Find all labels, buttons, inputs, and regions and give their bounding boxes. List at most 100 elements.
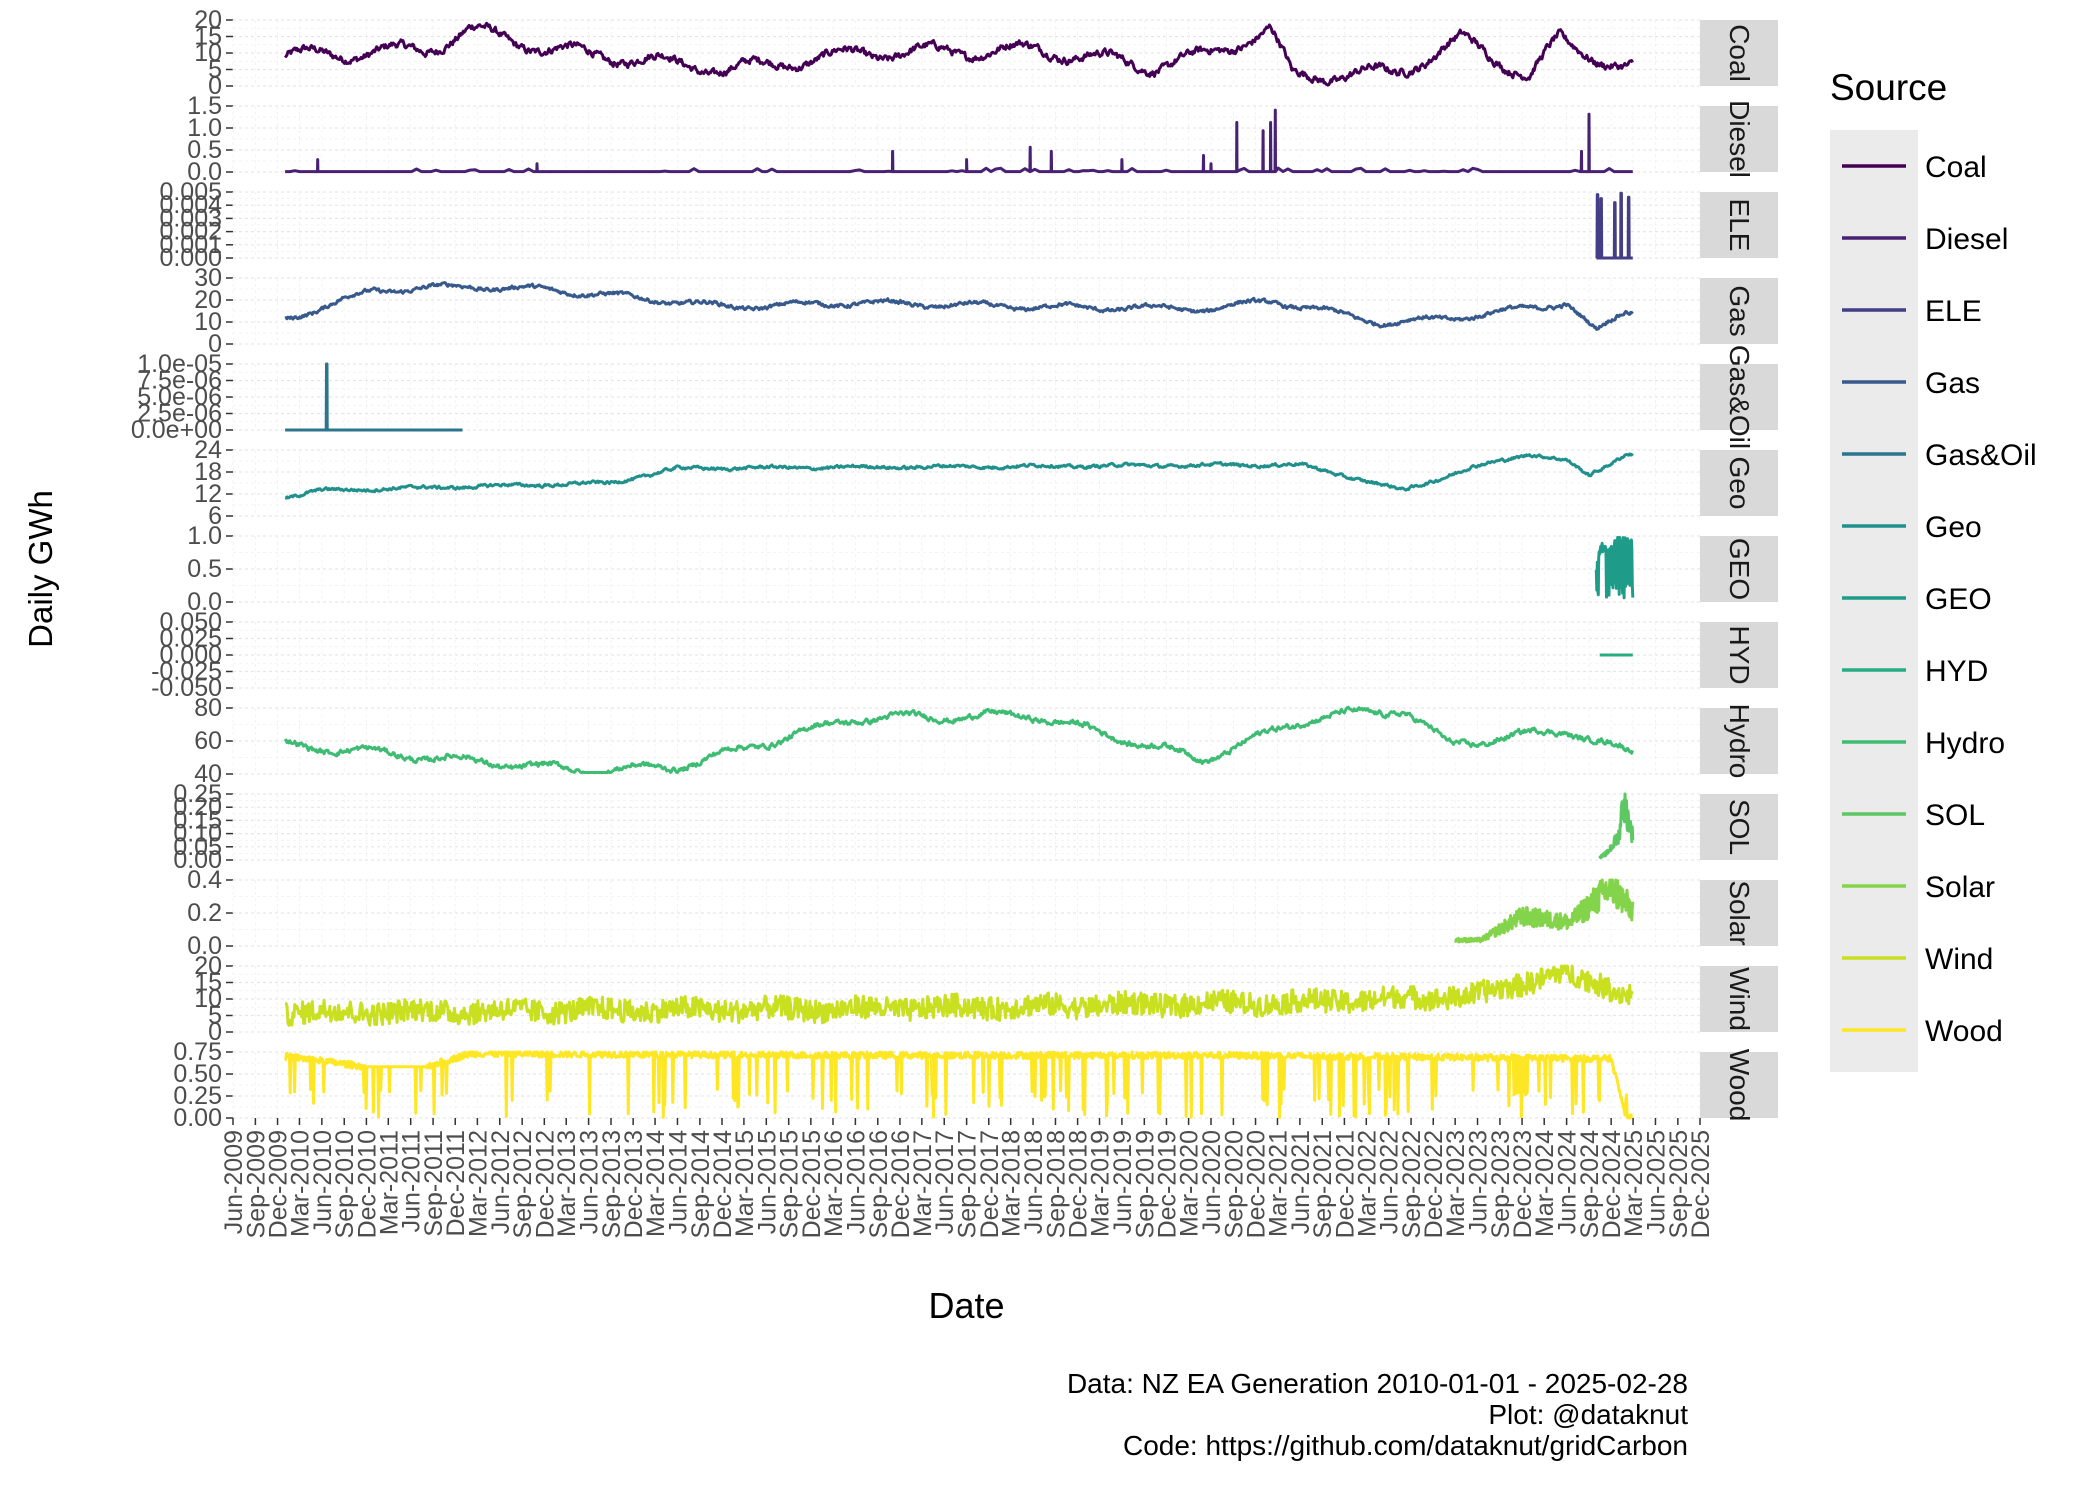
facet-strip	[1700, 708, 1778, 774]
x-tick-label: Sep-2011	[420, 1130, 448, 1237]
facet-strip	[1700, 364, 1778, 430]
y-tick-label: 24	[194, 436, 222, 464]
y-tick-label: 0.0e+00	[131, 416, 222, 444]
y-axis-title: Daily GWh	[22, 490, 59, 648]
series-line-gas	[284, 281, 1634, 331]
y-tick-label: 0.000	[159, 641, 222, 669]
facet-strip-label: Coal	[1724, 24, 1755, 82]
y-tick-label: 20	[194, 6, 222, 34]
x-tick-label: Sep-2010	[331, 1130, 359, 1238]
legend-title: Source	[1830, 67, 1947, 108]
x-tick-label: Mar-2022	[1353, 1130, 1381, 1237]
x-tick-label: Sep-2024	[1576, 1130, 1604, 1239]
facet-strip	[1700, 20, 1778, 86]
facet-strip	[1700, 450, 1778, 516]
facet-strip	[1700, 192, 1778, 258]
y-tick-label: 0.4	[187, 866, 222, 894]
x-tick-label: Sep-2020	[1220, 1130, 1248, 1238]
x-tick-label: Dec-2013	[620, 1130, 648, 1238]
series-line-wind	[284, 964, 1634, 1027]
y-tick-label: 0.005	[159, 178, 222, 206]
y-tick-label: 0.00	[173, 1104, 222, 1132]
panel-wood: 0.000.250.500.75 Wood	[173, 1038, 1778, 1132]
y-tick-label: 18	[194, 458, 222, 486]
x-tick-label: Mar-2016	[820, 1130, 848, 1237]
facet-strip-label: Hydro	[1724, 704, 1755, 779]
facet-strip-label: SOL	[1724, 799, 1755, 855]
legend-label: Gas	[1925, 367, 1980, 400]
y-tick-label: 0.0	[187, 588, 222, 616]
x-tick-label: Jun-2013	[576, 1130, 604, 1234]
y-tick-label: 5.0e-06	[137, 383, 222, 411]
x-tick-label: Dec-2012	[531, 1130, 559, 1238]
y-tick-label: 1.0e-05	[137, 350, 222, 378]
facet-strip-label: Wood	[1724, 1049, 1755, 1122]
series-line-diesel	[285, 108, 1633, 174]
x-tick-label: Jun-2009	[220, 1130, 248, 1234]
x-tick-label: Dec-2015	[798, 1130, 826, 1238]
y-tick-label: 60	[194, 727, 222, 755]
facet-strip	[1700, 622, 1778, 688]
y-tick-label: 2.5e-06	[137, 400, 222, 428]
legend-label: Wind	[1925, 943, 1993, 976]
facet-strip-label: Geo	[1724, 457, 1755, 510]
x-tick-label: Sep-2025	[1665, 1130, 1693, 1238]
y-tick-label: 1.0	[187, 522, 222, 550]
y-tick-label: 15	[194, 23, 222, 51]
x-tick-label: Jun-2018	[1020, 1130, 1048, 1234]
panel-sol: 0.000.050.100.150.200.25 SOL	[173, 780, 1778, 874]
legend: Source Coal Diesel ELE Gas Gas&Oil Geo GEO HYD H…	[1830, 67, 2037, 1072]
x-axis-title: Date	[928, 1285, 1004, 1326]
y-tick-label: 0	[208, 1018, 222, 1046]
x-tick-label: Dec-2017	[976, 1130, 1004, 1238]
series-line-geo	[284, 452, 1634, 500]
y-tick-label: 0.25	[173, 780, 222, 808]
x-tick-label: Jun-2014	[664, 1130, 692, 1234]
y-tick-label: 0.003	[159, 204, 222, 232]
x-tick-label: Sep-2015	[776, 1130, 804, 1238]
panel-gas-oil: 0.0e+002.5e-065.0e-067.5e-061.0e-05 Gas&O…	[131, 345, 1778, 449]
series-line-ele	[1595, 191, 1633, 260]
y-tick-label: 10	[194, 985, 222, 1013]
series-line-sol	[1598, 792, 1635, 860]
facet-strip	[1700, 880, 1778, 946]
x-tick-label: Jun-2023	[1465, 1130, 1493, 1234]
facet-strip-label: HYD	[1724, 625, 1755, 684]
y-tick-label: 7.5e-06	[137, 367, 222, 395]
x-tick-label: Jun-2012	[487, 1130, 515, 1234]
x-tick-label: Sep-2022	[1398, 1130, 1426, 1238]
y-tick-label: 30	[194, 264, 222, 292]
series-line-wood	[284, 1050, 1634, 1120]
x-tick-label: Dec-2019	[1153, 1130, 1181, 1238]
x-tick-label: Sep-2023	[1487, 1130, 1515, 1238]
x-tick-label: Mar-2015	[731, 1130, 759, 1237]
x-tick-label: Dec-2011	[442, 1130, 470, 1237]
facet-strip-label: Diesel	[1724, 100, 1755, 178]
x-tick-label: Jun-2024	[1554, 1130, 1582, 1234]
x-tick-label: Dec-2024	[1598, 1130, 1626, 1238]
facet-strip-label: GEO	[1724, 538, 1755, 600]
x-tick-label: Dec-2010	[353, 1130, 381, 1238]
facet-strip-label: ELE	[1724, 199, 1755, 252]
x-tick-label: Dec-2021	[1331, 1130, 1359, 1238]
legend-label: HYD	[1925, 655, 1988, 688]
x-tick-label: Jun-2016	[842, 1130, 870, 1234]
x-tick-label: Sep-2009	[242, 1130, 270, 1238]
x-tick-label: Jun-2021	[1287, 1130, 1315, 1234]
y-tick-label: 10	[194, 39, 222, 67]
y-tick-label: 0	[208, 330, 222, 358]
legend-label: Gas&Oil	[1925, 439, 2037, 472]
y-tick-label: 6	[208, 502, 222, 530]
x-tick-label: Mar-2020	[1176, 1130, 1204, 1237]
y-tick-label: 1.5	[187, 92, 222, 120]
series-line-geo	[1594, 535, 1635, 600]
facet-strip	[1700, 106, 1778, 172]
x-tick-label: Dec-2020	[1243, 1130, 1271, 1238]
y-tick-label: 0.002	[159, 218, 222, 246]
series-line-hydro	[283, 705, 1635, 774]
x-tick-label: Dec-2023	[1509, 1130, 1537, 1238]
